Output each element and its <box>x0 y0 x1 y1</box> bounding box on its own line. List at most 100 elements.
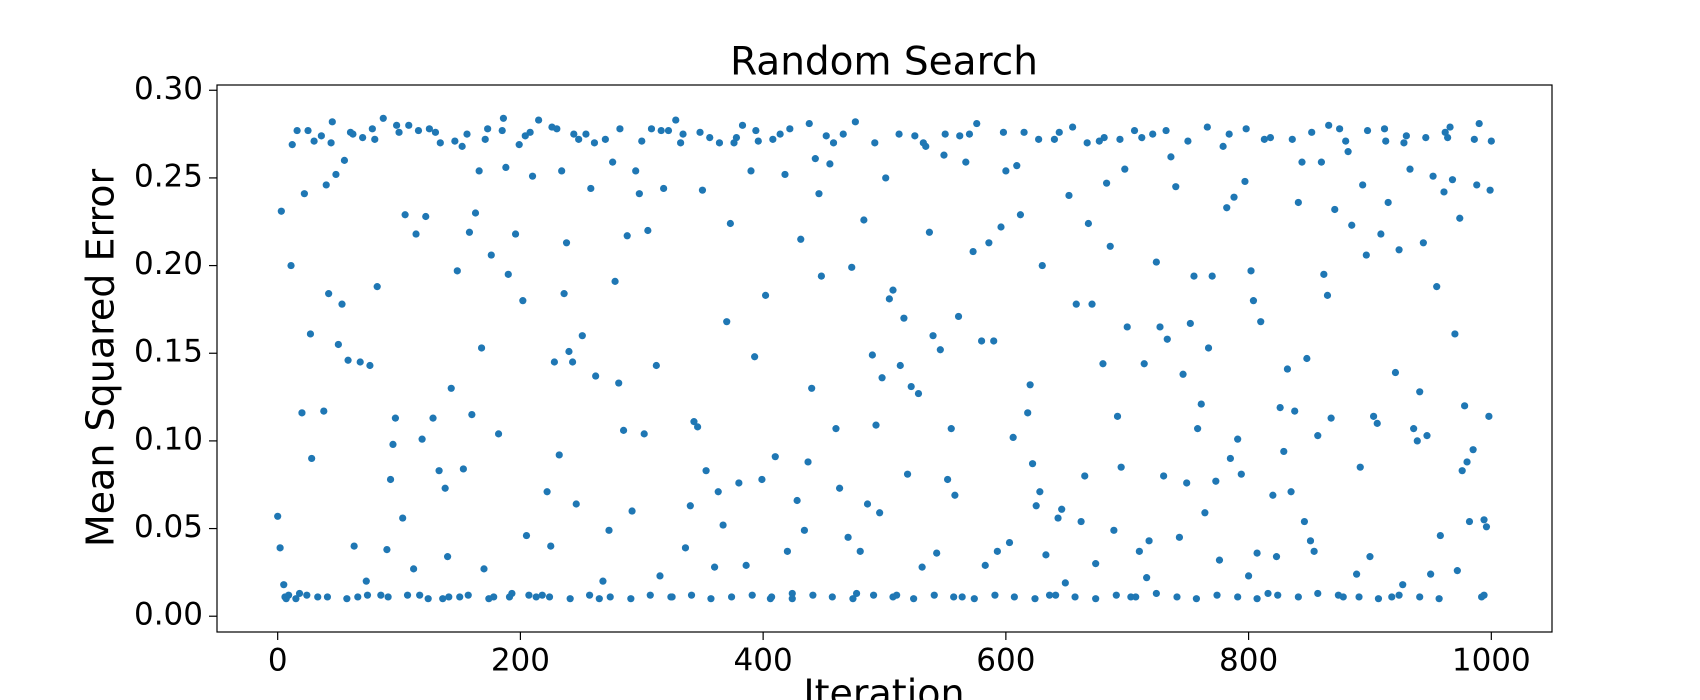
point <box>1310 547 1318 555</box>
y-tick-label: 0.10 <box>134 421 203 457</box>
point <box>1344 148 1352 156</box>
point <box>1192 595 1201 603</box>
point <box>393 121 401 129</box>
point <box>338 300 346 308</box>
point <box>1102 179 1111 187</box>
point <box>768 593 776 601</box>
point <box>306 330 315 338</box>
point <box>822 132 830 140</box>
point <box>293 126 301 135</box>
point <box>1436 531 1444 540</box>
point <box>418 435 426 443</box>
point <box>562 239 571 247</box>
point <box>1327 414 1335 422</box>
point <box>1283 365 1292 373</box>
point <box>475 167 483 175</box>
point <box>990 337 998 345</box>
point <box>1325 121 1333 129</box>
point <box>869 591 878 599</box>
point <box>522 531 531 540</box>
point <box>1465 517 1474 526</box>
point <box>732 133 741 142</box>
point <box>797 235 805 243</box>
point <box>480 565 488 573</box>
point <box>1440 188 1448 196</box>
point <box>368 125 376 133</box>
point <box>1244 572 1253 580</box>
point <box>277 207 285 215</box>
point <box>595 595 603 603</box>
point <box>525 591 533 599</box>
point <box>1092 560 1100 568</box>
point <box>572 500 580 508</box>
chart-title: Random Search <box>730 40 1038 85</box>
point <box>377 591 385 599</box>
point <box>1257 318 1265 326</box>
point <box>366 361 374 370</box>
point <box>1149 130 1157 138</box>
point <box>1026 381 1034 389</box>
point <box>793 496 801 505</box>
point <box>1416 593 1424 601</box>
point <box>1487 137 1495 145</box>
point <box>547 542 555 550</box>
point <box>1112 591 1120 599</box>
point <box>997 223 1005 231</box>
point <box>1456 214 1464 222</box>
point <box>752 126 760 135</box>
point <box>1291 407 1299 415</box>
point <box>686 502 694 510</box>
point <box>800 526 809 534</box>
point <box>1203 123 1211 131</box>
point <box>323 593 332 601</box>
point <box>515 141 523 149</box>
point <box>464 591 472 599</box>
point <box>1234 435 1242 443</box>
point <box>965 130 974 138</box>
point <box>548 123 556 131</box>
point <box>356 358 364 366</box>
point <box>738 121 747 129</box>
point <box>1461 402 1469 410</box>
point <box>1480 591 1488 599</box>
point <box>585 591 594 599</box>
point <box>439 595 447 603</box>
point <box>605 526 613 534</box>
point <box>1247 267 1255 275</box>
point <box>371 135 379 143</box>
point <box>1336 125 1344 133</box>
point <box>451 137 459 145</box>
point <box>1298 158 1306 166</box>
point <box>590 139 599 147</box>
point <box>292 595 300 603</box>
point <box>1061 579 1069 587</box>
point <box>646 591 654 599</box>
point <box>1469 446 1477 454</box>
point <box>1020 128 1028 136</box>
point <box>1077 517 1085 526</box>
point <box>399 514 407 522</box>
point <box>1402 132 1410 140</box>
point <box>599 577 607 585</box>
point <box>1419 239 1427 247</box>
point <box>702 467 710 475</box>
point <box>1172 183 1180 191</box>
point <box>1451 330 1459 338</box>
point <box>504 270 512 278</box>
point <box>951 491 959 499</box>
point <box>1219 142 1227 150</box>
point <box>1081 472 1089 480</box>
point <box>282 595 290 603</box>
point <box>1294 593 1302 601</box>
point <box>325 290 333 298</box>
point <box>656 572 664 580</box>
point <box>535 116 543 124</box>
point <box>422 212 430 221</box>
point <box>1342 137 1350 145</box>
point <box>1204 344 1213 352</box>
point <box>1384 198 1392 207</box>
point <box>1253 549 1261 557</box>
point <box>623 232 631 240</box>
point <box>628 507 636 515</box>
point <box>962 158 970 166</box>
